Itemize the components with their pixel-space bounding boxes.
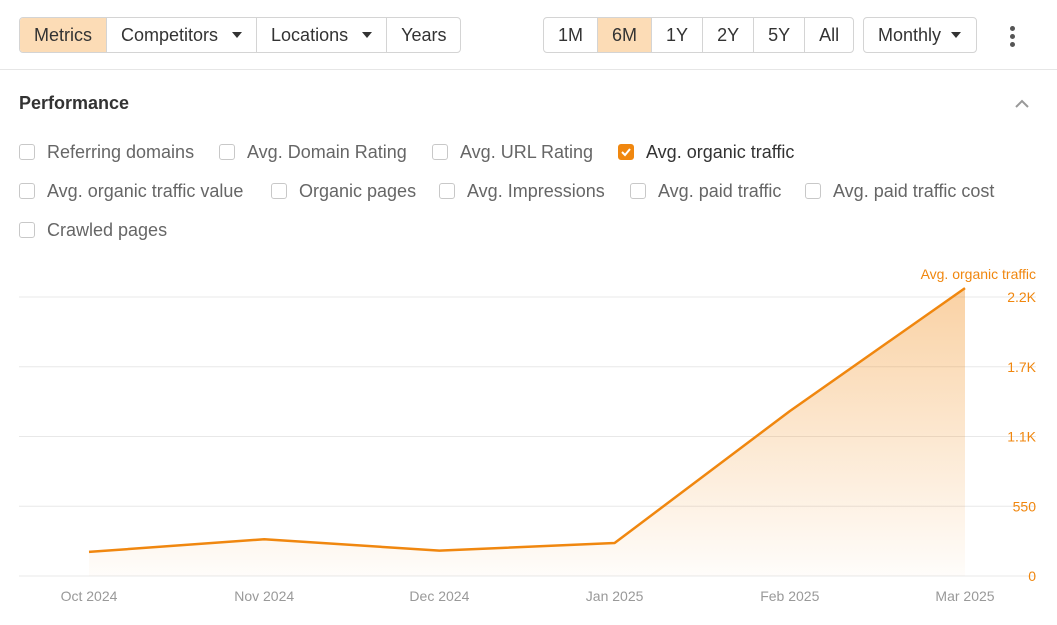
y-tick-label: 1.7K [1007,359,1036,375]
metric-label: Organic pages [299,180,417,201]
metric-label: Avg. Impressions [467,180,605,201]
metric-label: Avg. paid traffic [658,180,782,201]
tab-locations[interactable]: Locations [257,18,388,52]
organic-traffic-chart: Avg. organic traffic 0 550 1.1K 1.7K 2.2K Oc… [19,266,1037,604]
metric-avg-paid-traffic-cost[interactable]: Avg. paid traffic cost [805,180,994,202]
range-label: 1M [558,25,584,45]
checkbox[interactable] [271,183,287,199]
interval-dropdown[interactable]: Monthly [863,17,977,53]
checkbox[interactable] [630,183,646,199]
x-tick-label: Jan 2025 [586,588,644,604]
metric-avg-impressions[interactable]: Avg. Impressions [439,180,605,202]
metric-referring-domains[interactable]: Referring domains [19,141,194,163]
chevron-up-icon[interactable] [1015,97,1029,111]
y-tick-label: 2.2K [1007,289,1036,305]
range-label: 2Y [717,25,740,45]
metric-label: Avg. Domain Rating [247,141,407,162]
view-tab-group: Metrics Competitors Locations Years [19,17,462,53]
range-label: 6M [612,25,638,45]
chevron-down-icon [951,32,962,38]
range-label: 5Y [768,25,791,45]
checkbox[interactable] [19,222,35,238]
range-5y-button[interactable]: 5Y [754,18,806,52]
range-2y-button[interactable]: 2Y [703,18,755,52]
checkbox[interactable] [19,144,35,160]
checkbox[interactable] [432,144,448,160]
tab-competitors-label: Competitors [121,25,219,45]
checkbox-checked[interactable] [618,144,634,160]
x-tick-label: Feb 2025 [760,588,819,604]
more-options-icon[interactable] [1004,24,1020,48]
checkmark-icon [621,148,631,157]
series-legend-label: Avg. organic traffic [921,266,1036,282]
checkbox[interactable] [219,144,235,160]
range-all-button[interactable]: All [805,18,853,52]
y-tick-label: 0 [1028,568,1036,584]
tab-years[interactable]: Years [387,18,460,52]
metric-avg-url-rating[interactable]: Avg. URL Rating [432,141,593,163]
x-tick-label: Mar 2025 [935,588,994,604]
metric-avg-domain-rating[interactable]: Avg. Domain Rating [219,141,407,163]
tab-years-label: Years [401,25,447,45]
x-tick-label: Nov 2024 [234,588,294,604]
tab-locations-label: Locations [271,25,349,45]
range-1y-button[interactable]: 1Y [652,18,704,52]
checkbox[interactable] [439,183,455,199]
metric-organic-pages[interactable]: Organic pages [271,180,416,202]
metric-label: Avg. organic traffic [646,141,795,162]
section-title: Performance [19,93,130,113]
tab-metrics[interactable]: Metrics [20,18,107,52]
metric-label: Avg. organic traffic value [47,180,244,201]
checkbox[interactable] [805,183,821,199]
metric-label: Referring domains [47,141,195,162]
range-label: 1Y [666,25,689,45]
range-6m-button[interactable]: 6M [598,18,653,52]
metric-avg-organic-traffic-value[interactable]: Avg. organic traffic value [19,180,243,202]
chevron-down-icon [232,32,243,38]
metric-avg-organic-traffic[interactable]: Avg. organic traffic [618,141,794,163]
metric-avg-paid-traffic[interactable]: Avg. paid traffic [630,180,781,202]
interval-label: Monthly [878,24,942,45]
metric-label: Avg. paid traffic cost [833,180,995,201]
x-tick-label: Dec 2024 [409,588,469,604]
checkbox[interactable] [19,183,35,199]
range-1m-button[interactable]: 1M [544,18,599,52]
metric-label: Crawled pages [47,219,168,240]
y-tick-label: 1.1K [1007,429,1036,445]
metric-label: Avg. URL Rating [460,141,594,162]
chevron-down-icon [362,32,373,38]
toolbar: Metrics Competitors Locations Years 1M 6… [0,0,1057,70]
x-tick-label: Oct 2024 [61,588,118,604]
metric-crawled-pages[interactable]: Crawled pages [19,219,167,241]
tab-competitors[interactable]: Competitors [107,18,258,52]
series-line [88,287,966,554]
range-label: All [819,25,840,45]
tab-metrics-label: Metrics [34,25,92,45]
series-area [89,288,965,576]
y-tick-label: 550 [1013,498,1037,514]
range-tab-group: 1M 6M 1Y 2Y 5Y All [543,17,855,53]
